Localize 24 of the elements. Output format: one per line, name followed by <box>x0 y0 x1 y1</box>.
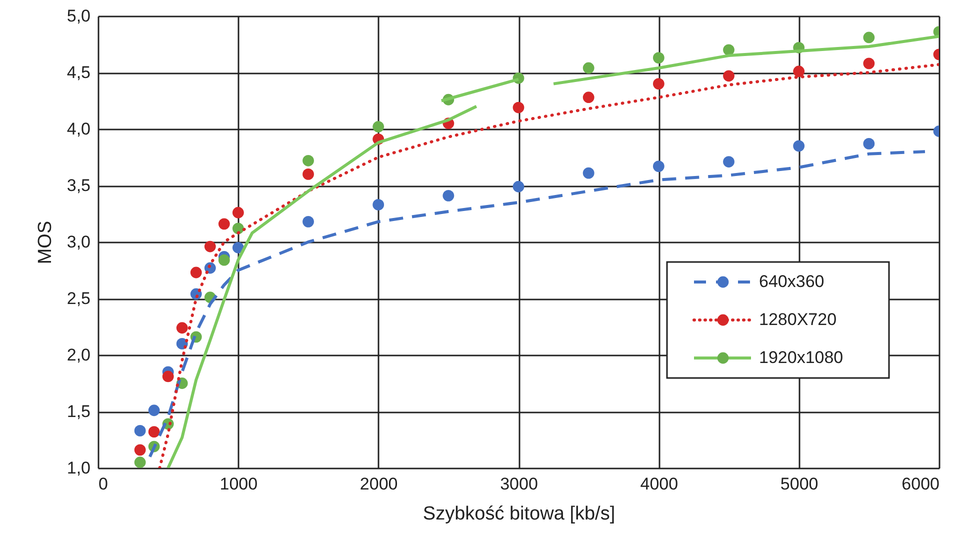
y-tick-label: 1,5 <box>66 402 90 421</box>
y-tick-label: 2,0 <box>66 346 90 364</box>
x-tick-label: 3000 <box>500 474 538 494</box>
x-tick-label: 1000 <box>220 474 258 494</box>
x-axis-title: Szybkość bitowa [kb/s] <box>422 504 616 524</box>
x-tick-label: 0 <box>98 474 108 494</box>
line-series <box>158 63 939 468</box>
y-tick-label: 2,5 <box>66 289 90 308</box>
y-tick-label: 3,5 <box>66 176 90 195</box>
x-tick-label: 6000 <box>902 474 940 494</box>
legend-label: 1280X720 <box>759 310 837 329</box>
legend-label: 1920x1080 <box>759 348 844 367</box>
line-series <box>166 104 478 468</box>
y-tick-label: 3,0 <box>66 232 90 252</box>
x-tick-label: 4000 <box>640 474 678 494</box>
x-tick-label: 2000 <box>360 474 398 494</box>
legend-label: 640x360 <box>759 272 824 291</box>
y-axis-title: MOS <box>34 220 56 264</box>
y-tick-label: 4,0 <box>66 120 90 138</box>
line-series <box>148 150 926 458</box>
y-tick-label: 4,5 <box>66 63 90 82</box>
y-tick-label: 5,0 <box>66 6 90 26</box>
x-tick-label: 5000 <box>780 474 818 494</box>
y-tick-label: 1,0 <box>66 458 90 478</box>
